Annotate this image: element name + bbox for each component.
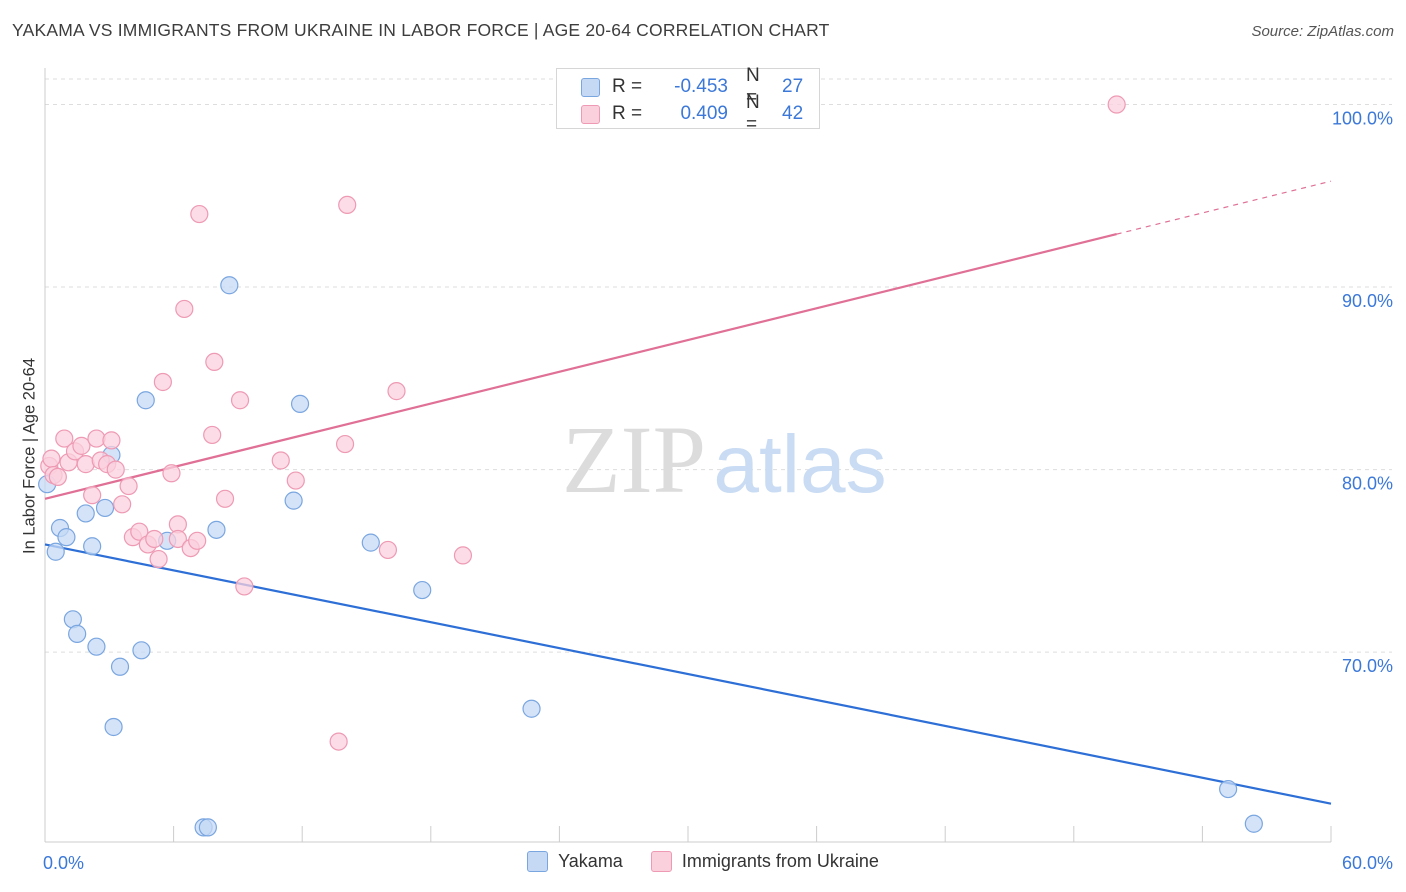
data-point-ukraine [102, 431, 121, 450]
data-point-ukraine [42, 449, 61, 468]
data-point-yakama [136, 391, 155, 410]
y-axis-label: In Labor Force | Age 20-64 [20, 358, 39, 554]
data-point-ukraine [338, 195, 357, 215]
trend-line-ukraine [44, 233, 1117, 500]
legend-swatch-yakama [527, 851, 549, 872]
watermark-zip: ZIP [562, 406, 706, 513]
legend-r-label: R = [612, 76, 643, 97]
legend-r-label: R = [612, 103, 643, 124]
chart-title: YAKAMA VS IMMIGRANTS FROM UKRAINE IN LAB… [12, 20, 830, 40]
legend-r-value: -0.453 [674, 76, 728, 97]
x-tick-label: 60.0% [1342, 853, 1393, 873]
data-point-ukraine [55, 429, 74, 448]
data-point-ukraine [145, 529, 164, 549]
data-point-yakama [284, 491, 303, 510]
data-point-ukraine [335, 434, 355, 454]
data-point-yakama [361, 533, 380, 552]
y-tick-label: 70.0% [1342, 656, 1393, 676]
tick-labels: 70.0% 80.0% 90.0% 100.0% 0.0% 60.0% [43, 109, 1393, 873]
data-point-ukraine [203, 425, 222, 445]
data-point-yakama [110, 657, 130, 676]
data-point-yakama [522, 699, 541, 718]
grid-lines [45, 78, 1392, 653]
data-point-yakama [220, 276, 239, 295]
trend-line-yakama [44, 543, 1332, 805]
data-point-yakama [207, 520, 226, 539]
data-point-ukraine [329, 732, 348, 751]
data-point-ukraine [235, 577, 254, 596]
data-point-ukraine [286, 471, 305, 490]
data-point-ukraine [48, 467, 67, 487]
data-point-ukraine [230, 391, 250, 410]
legend-swatch-yakama [581, 77, 600, 97]
trend-line-extension-ukraine [1116, 180, 1332, 235]
data-point-yakama [83, 537, 102, 556]
data-point-ukraine [271, 451, 290, 470]
legend-swatch-ukraine [650, 851, 672, 872]
source-label: Source: ZipAtlas.com [1251, 23, 1394, 40]
data-point-ukraine [215, 489, 235, 508]
data-point-yakama [1244, 814, 1263, 833]
data-points [38, 95, 1263, 837]
data-point-yakama [76, 504, 95, 523]
data-point-ukraine [190, 204, 209, 224]
y-tick-label: 90.0% [1342, 291, 1393, 311]
data-point-ukraine [168, 529, 187, 549]
data-point-yakama [46, 542, 65, 561]
legend-row-yakama: R = -0.453 N = 27 [581, 65, 804, 108]
data-point-yakama [132, 641, 151, 660]
legend-n-label: N = [746, 65, 760, 108]
data-point-yakama [290, 394, 310, 413]
data-point-ukraine [83, 486, 102, 505]
data-point-ukraine [149, 549, 168, 569]
legend-label-ukraine: Immigrants from Ukraine [681, 851, 879, 871]
correlation-legend: R = -0.453 N = 27 R = 0.409 N = 42 [556, 65, 820, 135]
data-point-yakama [87, 637, 106, 656]
data-point-yakama [104, 717, 123, 737]
legend-row-ukraine: R = 0.409 N = 42 [581, 92, 804, 135]
data-point-ukraine [76, 455, 95, 474]
watermark-atlas: atlas [713, 419, 886, 510]
data-point-yakama [68, 624, 87, 643]
data-point-ukraine [130, 522, 149, 541]
legend-r-value: 0.409 [680, 103, 728, 124]
legend-item-yakama: Yakama [527, 851, 623, 872]
legend-item-ukraine: Immigrants from Ukraine [650, 851, 879, 872]
y-tick-label: 100.0% [1332, 109, 1393, 129]
y-tick-label: 80.0% [1342, 474, 1393, 494]
data-point-ukraine [87, 429, 106, 448]
data-point-ukraine [453, 546, 473, 565]
data-point-ukraine [378, 540, 398, 560]
data-point-yakama [57, 528, 76, 547]
data-point-yakama [1219, 779, 1238, 799]
series-legend: Yakama Immigrants from Ukraine [0, 851, 1406, 872]
legend-n-value: 27 [782, 76, 804, 97]
data-point-ukraine [113, 495, 132, 514]
data-point-ukraine [119, 476, 138, 496]
legend-n-label: N = [746, 92, 760, 135]
data-point-ukraine [72, 436, 91, 455]
legend-swatch-ukraine [581, 104, 600, 124]
x-tick-label: 0.0% [43, 853, 84, 873]
data-point-yakama [95, 498, 115, 518]
data-point-ukraine [188, 531, 207, 550]
watermark: ZIP atlas [562, 406, 887, 513]
data-point-ukraine [162, 464, 181, 483]
data-point-ukraine [175, 299, 194, 319]
legend-label-yakama: Yakama [558, 851, 623, 871]
trend-lines [44, 180, 1332, 805]
data-point-ukraine [106, 460, 125, 479]
data-point-yakama [413, 580, 432, 600]
data-point-ukraine [205, 352, 224, 372]
legend-n-value: 42 [782, 103, 804, 124]
data-point-ukraine [153, 372, 172, 392]
data-point-yakama [198, 818, 217, 837]
data-point-ukraine [1107, 95, 1126, 114]
data-point-ukraine [387, 382, 406, 401]
